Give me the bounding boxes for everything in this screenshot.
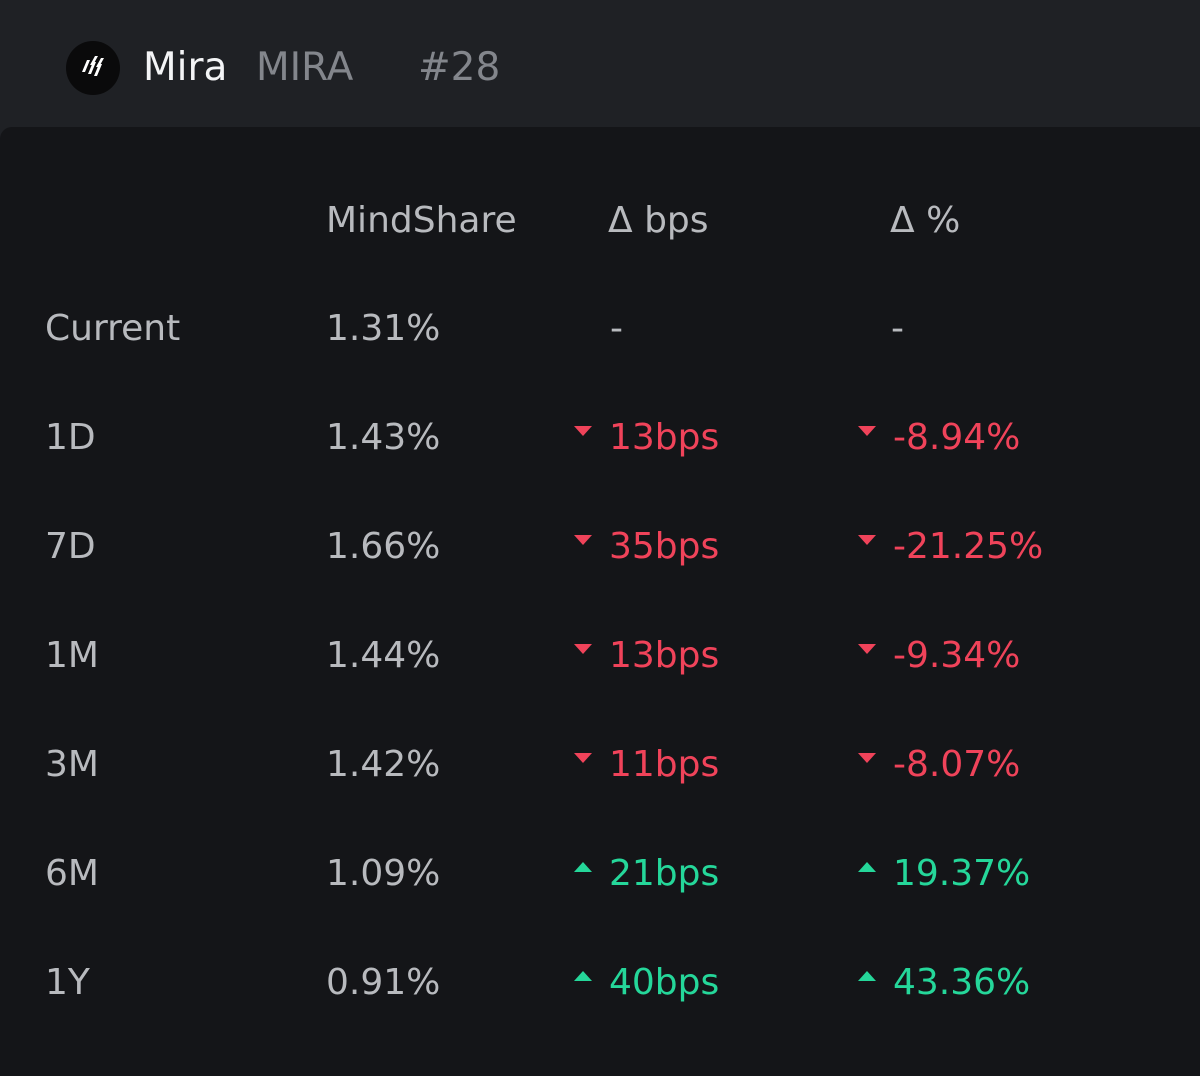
delta-pct-value: 19.37% [893,853,1031,894]
mindshare-value: 1.66% [326,526,441,567]
delta-pct-cell: -8.94% [858,414,1020,462]
triangle-down-icon [574,644,592,654]
delta-pct-value: -8.94% [893,417,1021,458]
row-label: Current [45,308,181,349]
delta-bps-value: 40bps [609,962,720,1003]
triangle-down-icon [858,644,876,654]
delta-pct-cell: 19.37% [858,850,1030,898]
delta-bps-cell: 13bps [574,632,719,680]
row-label: 7D [45,526,96,567]
delta-bps-cell: 21bps [574,850,719,898]
row-label: 6M [45,853,99,894]
mira-logo-icon [66,41,120,95]
delta-bps-cell: 35bps [574,523,719,571]
delta-bps-value: - [610,308,623,349]
delta-pct-cell: -8.07% [858,741,1020,789]
column-header-delta-bps: Δ bps [608,200,709,241]
mindshare-value: 1.43% [326,417,441,458]
triangle-down-icon [574,426,592,436]
triangle-up-icon [574,862,592,872]
triangle-down-icon [574,535,592,545]
coin-symbol: MIRA [256,45,354,90]
row-label: 3M [45,744,99,785]
delta-bps-value: 35bps [609,526,720,567]
delta-pct-value: 43.36% [893,962,1031,1003]
row-label: 1M [45,635,99,676]
triangle-up-icon [574,971,592,981]
mindshare-value: 0.91% [326,962,441,1003]
mindshare-value: 1.42% [326,744,441,785]
delta-bps-value: 21bps [609,853,720,894]
delta-pct-value: -21.25% [893,526,1044,567]
coin-name: Mira [143,45,228,90]
mindshare-value: 1.44% [326,635,441,676]
column-header-delta-pct: Δ % [890,200,961,241]
delta-pct-value: - [891,308,904,349]
row-label: 1D [45,417,96,458]
delta-pct-cell: 43.36% [858,959,1030,1007]
delta-pct-value: -8.07% [893,744,1021,785]
triangle-down-icon [858,753,876,763]
delta-bps-cell: 40bps [574,959,719,1007]
coin-header: Mira MIRA #28 [0,0,1200,128]
mindshare-value: 1.09% [326,853,441,894]
delta-bps-cell: 13bps [574,414,719,462]
delta-pct-value: -9.34% [893,635,1021,676]
triangle-down-icon [574,753,592,763]
delta-bps-value: 13bps [609,417,720,458]
triangle-up-icon [858,971,876,981]
mindshare-value: 1.31% [326,308,441,349]
delta-bps-value: 11bps [609,744,720,785]
mindshare-table: MindShare Δ bps Δ % Current 1.31% - - 1D… [0,127,1200,1076]
delta-pct-cell: -21.25% [858,523,1043,571]
triangle-up-icon [858,862,876,872]
column-header-mindshare: MindShare [326,200,517,241]
delta-bps-cell: 11bps [574,741,719,789]
delta-bps-value: 13bps [609,635,720,676]
triangle-down-icon [858,535,876,545]
row-label: 1Y [45,962,90,1003]
delta-pct-cell: -9.34% [858,632,1020,680]
triangle-down-icon [858,426,876,436]
coin-rank: #28 [418,45,501,90]
